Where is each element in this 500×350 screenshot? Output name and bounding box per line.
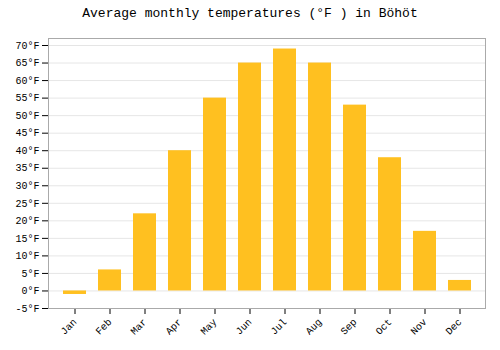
svg-text:50°F: 50°F — [15, 111, 39, 122]
svg-text:Oct: Oct — [374, 317, 395, 338]
svg-text:70°F: 70°F — [15, 41, 39, 52]
svg-text:65°F: 65°F — [15, 58, 39, 69]
svg-text:20°F: 20°F — [15, 216, 39, 227]
svg-text:Aug: Aug — [304, 317, 325, 338]
svg-text:Sep: Sep — [339, 317, 360, 338]
svg-text:45°F: 45°F — [15, 128, 39, 139]
svg-text:May: May — [199, 317, 220, 338]
svg-text:Jan: Jan — [59, 317, 80, 338]
svg-text:0°F: 0°F — [21, 286, 39, 297]
svg-text:30°F: 30°F — [15, 181, 39, 192]
svg-text:5°F: 5°F — [21, 269, 39, 280]
html-text:Average monthly temperatures (: Average monthly temperatures (°F ) in Bö… — [82, 6, 418, 21]
svg-text:35°F: 35°F — [15, 163, 39, 174]
svg-text:15°F: 15°F — [15, 234, 39, 245]
svg-text:-5°F: -5°F — [15, 304, 39, 315]
svg-text:Dec: Dec — [444, 317, 465, 338]
svg-text:Jun: Jun — [234, 317, 255, 338]
svg-text:25°F: 25°F — [15, 199, 39, 210]
svg-text:40°F: 40°F — [15, 146, 39, 157]
svg-text:Jul: Jul — [269, 317, 290, 338]
svg-text:Nov: Nov — [409, 317, 430, 338]
svg-text:55°F: 55°F — [15, 93, 39, 104]
svg-text:Mar: Mar — [129, 317, 150, 338]
svg-text:Apr: Apr — [164, 317, 185, 338]
svg-text:60°F: 60°F — [15, 76, 39, 87]
svg-text:10°F: 10°F — [15, 251, 39, 262]
svg-text:Feb: Feb — [94, 317, 115, 338]
